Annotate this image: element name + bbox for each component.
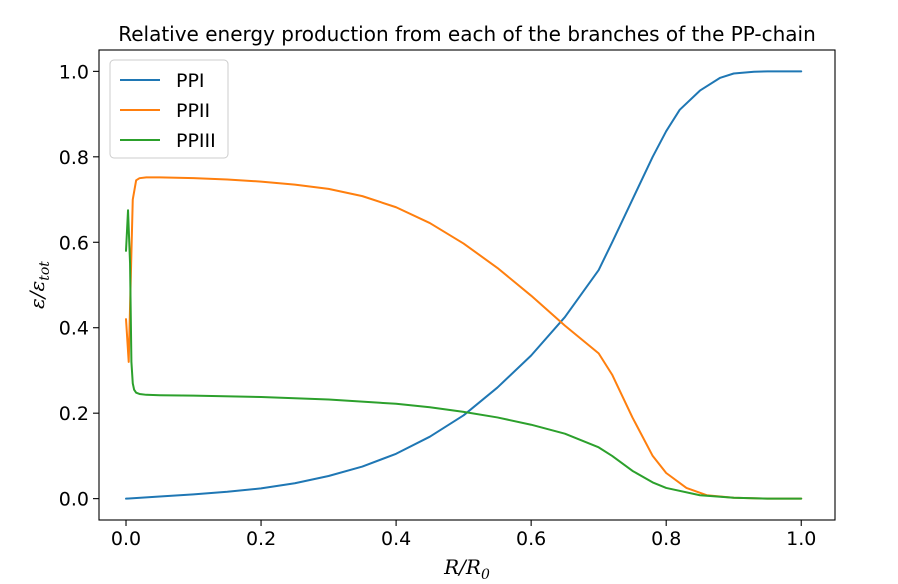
y-axis-label: ε/εtot [25,261,53,309]
y-tick-label: 0.2 [59,403,89,425]
x-axis-label-subscript: 0 [481,567,490,583]
y-tick-label: 0.4 [59,318,89,340]
legend: PPI PPII PPIII [109,59,229,159]
y-axis-label-subscript: tot [37,261,53,281]
y-axis: 0.0 0.2 0.4 0.6 0.8 1.0 [59,61,99,511]
x-tick-label: 0.6 [516,528,546,550]
y-tick-label: 0.0 [59,489,89,511]
x-tick-label: 0.4 [381,528,411,550]
x-tick-label: 0.2 [246,528,276,550]
legend-label-ppi: PPI [176,70,205,92]
series-line-ppiii [125,209,803,500]
x-axis-label-main: R/R [443,555,481,579]
x-axis-label: R/R0 [443,555,490,583]
x-tick-label: 0.8 [651,528,681,550]
series-layer [125,70,803,500]
series-line-ppi [125,70,803,500]
series-line-ppii [125,176,803,500]
x-tick-label: 1.0 [786,528,816,550]
chart-title: Relative energy production from each of … [118,22,816,46]
legend-label-ppiii: PPIII [176,130,216,152]
y-tick-label: 1.0 [59,61,89,83]
plot-area-frame [98,49,836,521]
x-tick-label: 0.0 [111,528,141,550]
legend-box [109,59,229,159]
y-tick-label: 0.8 [59,147,89,169]
legend-label-ppii: PPII [176,100,210,122]
y-axis-label-main: ε/ε [25,281,49,309]
y-tick-label: 0.6 [59,232,89,254]
x-axis: 0.0 0.2 0.4 0.6 0.8 1.0 [111,520,816,550]
